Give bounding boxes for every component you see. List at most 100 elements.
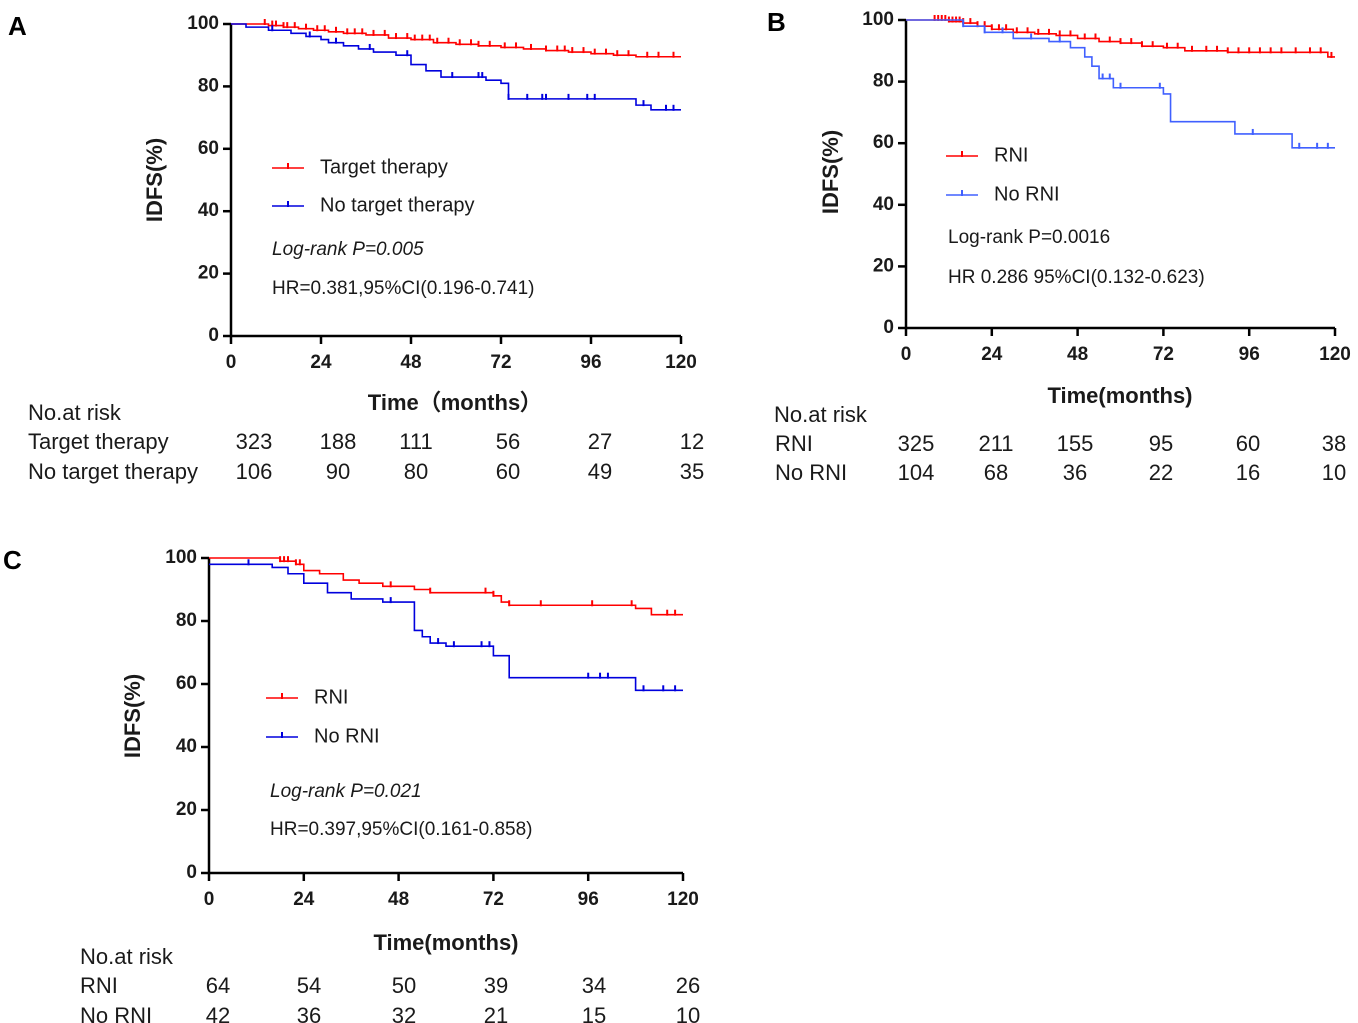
y-tick-label: 0 bbox=[208, 325, 219, 346]
risk-count: 22 bbox=[1149, 460, 1173, 485]
risk-table-heading: No.at risk bbox=[28, 400, 122, 425]
y-tick-label: 100 bbox=[187, 13, 219, 34]
risk-count: 34 bbox=[582, 973, 606, 998]
risk-count: 32 bbox=[392, 1003, 416, 1023]
legend-label: No RNI bbox=[994, 183, 1060, 205]
risk-count: 56 bbox=[496, 429, 520, 454]
x-tick-label: 72 bbox=[483, 889, 504, 910]
legend-label: No RNI bbox=[314, 725, 380, 747]
risk-table-heading: No.at risk bbox=[80, 944, 174, 969]
x-tick-label: 0 bbox=[901, 344, 912, 365]
risk-count: 10 bbox=[1322, 460, 1346, 485]
risk-count: 26 bbox=[676, 973, 700, 998]
x-axis-title: Time(months) bbox=[373, 930, 518, 955]
x-tick-label: 96 bbox=[1239, 344, 1260, 365]
series-line-1 bbox=[906, 19, 1335, 149]
risk-row-label: RNI bbox=[775, 431, 813, 456]
y-tick-label: 60 bbox=[198, 138, 219, 159]
x-tick-label: 120 bbox=[667, 889, 699, 910]
y-tick-label: 80 bbox=[198, 75, 219, 96]
logrank-annotation: Log-rank P=0.0016 bbox=[948, 227, 1110, 248]
risk-table-heading: No.at risk bbox=[774, 402, 868, 427]
risk-count: 90 bbox=[326, 459, 350, 484]
x-tick-label: 24 bbox=[310, 352, 332, 373]
x-tick-label: 48 bbox=[400, 352, 421, 373]
hazard-ratio-annotation: HR=0.381,95%CI(0.196-0.741) bbox=[272, 278, 534, 299]
risk-count: 36 bbox=[297, 1003, 321, 1023]
y-tick-label: 60 bbox=[176, 673, 197, 694]
y-tick-label: 80 bbox=[176, 610, 197, 631]
risk-count: 15 bbox=[582, 1003, 606, 1023]
hazard-ratio-annotation: HR 0.286 95%CI(0.132-0.623) bbox=[948, 267, 1205, 288]
risk-row-label: No RNI bbox=[80, 1003, 152, 1023]
risk-count: 36 bbox=[1063, 460, 1087, 485]
x-tick-label: 72 bbox=[490, 352, 511, 373]
x-tick-label: 120 bbox=[665, 352, 697, 373]
panel-b: B 0 20 40 60 80 100 0 24 48 72 96 120 IDFS(%) Time(mon… bbox=[767, 7, 1351, 485]
x-tick-label: 96 bbox=[580, 352, 601, 373]
y-tick-label: 0 bbox=[883, 317, 894, 338]
series-line-1 bbox=[209, 563, 683, 692]
x-tick-label: 24 bbox=[981, 344, 1003, 365]
risk-count: 12 bbox=[680, 429, 704, 454]
y-tick-label: 80 bbox=[873, 71, 894, 92]
risk-count: 27 bbox=[588, 429, 612, 454]
risk-count: 104 bbox=[898, 460, 935, 485]
y-tick-label: 40 bbox=[873, 194, 894, 215]
y-tick-label: 60 bbox=[873, 132, 894, 153]
risk-count: 80 bbox=[404, 459, 428, 484]
series-line-0 bbox=[231, 23, 681, 58]
x-axis-title: Time（months） bbox=[368, 390, 542, 415]
x-tick-label: 0 bbox=[226, 352, 237, 373]
risk-count: 50 bbox=[392, 973, 416, 998]
risk-count: 111 bbox=[399, 429, 432, 454]
risk-count: 21 bbox=[484, 1003, 508, 1023]
y-tick-label: 0 bbox=[186, 862, 197, 883]
y-tick-label: 100 bbox=[165, 547, 197, 568]
x-tick-label: 48 bbox=[1067, 344, 1088, 365]
x-tick-label: 48 bbox=[388, 889, 409, 910]
risk-count: 323 bbox=[236, 429, 273, 454]
risk-count: 42 bbox=[206, 1003, 230, 1023]
risk-count: 68 bbox=[984, 460, 1008, 485]
x-tick-label: 24 bbox=[293, 889, 315, 910]
risk-count: 35 bbox=[680, 459, 704, 484]
x-axis-title: Time(months) bbox=[1047, 383, 1192, 408]
legend-label: RNI bbox=[314, 686, 348, 708]
panel-letter: B bbox=[767, 7, 786, 37]
y-tick-label: 20 bbox=[176, 799, 197, 820]
risk-count: 16 bbox=[1236, 460, 1260, 485]
y-tick-label: 100 bbox=[862, 9, 894, 30]
y-axis-title: IDFS(%) bbox=[818, 130, 843, 214]
y-tick-label: 40 bbox=[176, 736, 197, 757]
y-tick-label: 40 bbox=[198, 200, 219, 221]
risk-count: 54 bbox=[297, 973, 321, 998]
risk-count: 60 bbox=[1236, 431, 1260, 456]
hazard-ratio-annotation: HR=0.397,95%CI(0.161-0.858) bbox=[270, 819, 532, 840]
risk-count: 211 bbox=[978, 431, 1013, 456]
risk-count: 325 bbox=[898, 431, 935, 456]
risk-count: 10 bbox=[676, 1003, 700, 1023]
risk-count: 39 bbox=[484, 973, 508, 998]
panel-letter: A bbox=[8, 11, 27, 41]
risk-row-label: No RNI bbox=[775, 460, 847, 485]
x-tick-label: 72 bbox=[1153, 344, 1174, 365]
risk-count: 60 bbox=[496, 459, 520, 484]
risk-count: 38 bbox=[1322, 431, 1346, 456]
risk-row-label: RNI bbox=[80, 973, 118, 998]
risk-count: 95 bbox=[1149, 431, 1173, 456]
risk-count: 188 bbox=[320, 429, 357, 454]
x-tick-label: 0 bbox=[204, 889, 215, 910]
y-tick-label: 20 bbox=[198, 263, 219, 284]
risk-row-label: Target therapy bbox=[28, 429, 169, 454]
panel-letter: C bbox=[3, 545, 22, 575]
series-line-0 bbox=[209, 557, 683, 616]
panel-c: C 0 20 40 60 80 100 0 24 48 72 96 120 IDFS(%) Time(mon… bbox=[3, 545, 700, 1023]
panel-a: A 0 20 40 60 80 100 0 24 48 72 96 120 IDFS(%) Time（mon… bbox=[8, 11, 704, 484]
risk-count: 49 bbox=[588, 459, 612, 484]
legend-label: RNI bbox=[994, 144, 1028, 166]
legend-label: No target therapy bbox=[320, 194, 475, 216]
x-tick-label: 96 bbox=[578, 889, 599, 910]
legend-label: Target therapy bbox=[320, 156, 448, 178]
